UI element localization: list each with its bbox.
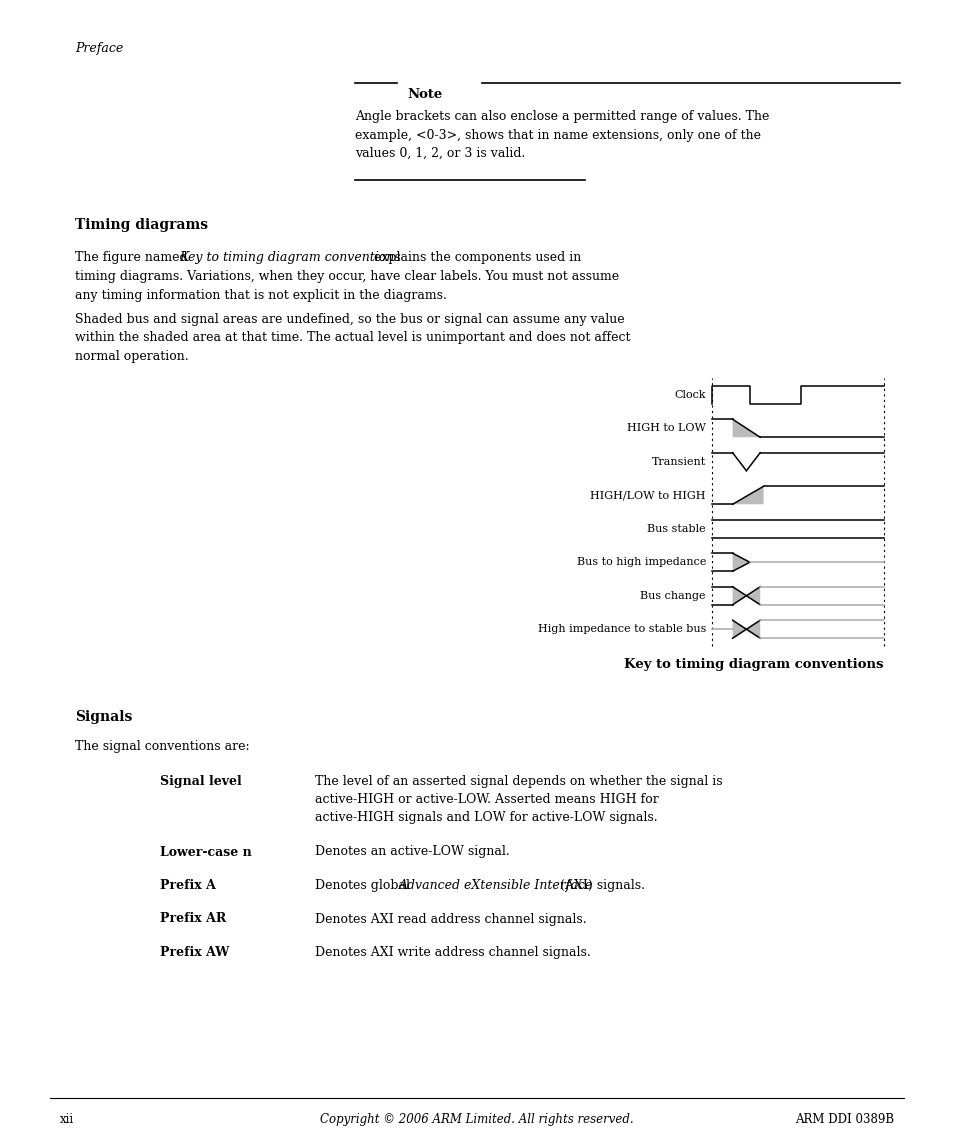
Text: (AXI) signals.: (AXI) signals. [556,879,645,892]
Polygon shape [732,419,760,437]
Text: Prefix AW: Prefix AW [160,946,229,960]
Text: High impedance to stable bus: High impedance to stable bus [537,624,705,634]
Text: The signal conventions are:: The signal conventions are: [75,740,250,753]
Text: The figure named: The figure named [75,251,192,264]
Text: Prefix AR: Prefix AR [160,913,226,925]
Text: Transient: Transient [651,457,705,467]
Text: Copyright © 2006 ARM Limited. All rights reserved.: Copyright © 2006 ARM Limited. All rights… [320,1113,633,1126]
Polygon shape [732,487,762,504]
Text: Signals: Signals [75,710,132,724]
Text: Denotes an active-LOW signal.: Denotes an active-LOW signal. [314,845,509,859]
Text: Shaded bus and signal areas are undefined, so the bus or signal can assume any v: Shaded bus and signal areas are undefine… [75,313,630,363]
Text: explains the components used in: explains the components used in [370,251,580,264]
Text: The level of an asserted signal depends on whether the signal is
active-HIGH or : The level of an asserted signal depends … [314,775,721,824]
Text: Bus to high impedance: Bus to high impedance [576,558,705,567]
Text: Lower-case n: Lower-case n [160,845,252,859]
Text: Angle brackets can also enclose a permitted range of values. The
example, <0-3>,: Angle brackets can also enclose a permit… [355,110,768,160]
Text: ARM DDI 0389B: ARM DDI 0389B [794,1113,893,1126]
Text: Denotes global: Denotes global [314,879,414,892]
Polygon shape [732,553,749,571]
Polygon shape [732,621,760,638]
Text: Bus stable: Bus stable [647,523,705,534]
Text: HIGH to LOW: HIGH to LOW [626,424,705,433]
Text: Key to timing diagram conventions: Key to timing diagram conventions [179,251,400,264]
Text: Signal level: Signal level [160,775,241,788]
Text: Bus change: Bus change [639,591,705,601]
Polygon shape [732,586,760,605]
Text: xii: xii [60,1113,74,1126]
Text: Prefix A: Prefix A [160,879,215,892]
Text: any timing information that is not explicit in the diagrams.: any timing information that is not expli… [75,289,446,302]
Text: Clock: Clock [674,389,705,400]
Text: Key to timing diagram conventions: Key to timing diagram conventions [624,658,883,671]
Text: Note: Note [407,88,442,101]
Text: Advanced eXtensible Interface: Advanced eXtensible Interface [398,879,593,892]
Text: Denotes AXI read address channel signals.: Denotes AXI read address channel signals… [314,913,586,925]
Text: timing diagrams. Variations, when they occur, have clear labels. You must not as: timing diagrams. Variations, when they o… [75,270,618,283]
Text: Denotes AXI write address channel signals.: Denotes AXI write address channel signal… [314,946,590,960]
Text: Timing diagrams: Timing diagrams [75,218,208,232]
Text: Preface: Preface [75,42,123,55]
Text: HIGH/LOW to HIGH: HIGH/LOW to HIGH [590,490,705,500]
